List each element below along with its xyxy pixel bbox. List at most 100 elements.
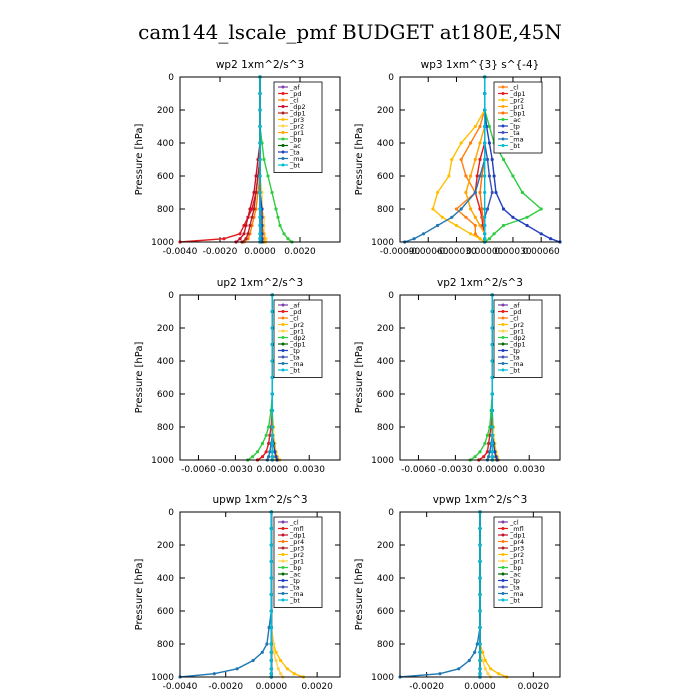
y-tick-label: 1000 [151,673,174,683]
y-axis-label: Pressure [hPa] [134,559,145,631]
panel-title: wp3 1xm^{3} s^{-4} [421,59,540,71]
data-point [478,450,482,454]
panel-6: vpwp 1xm^2/s^3 Pressure [hPa] 0 200 400 600 80… [354,494,561,692]
data-point [490,157,494,162]
data-point [478,157,482,162]
data-point [258,223,262,228]
data-point [539,207,543,211]
y-tick-label: 600 [157,172,174,182]
panel-3: up2 1xm^2/s^3 Pressure [hPa] 0 200 400 600 800… [134,277,341,475]
data-point [485,157,490,162]
data-point [501,207,506,211]
plot-frame [179,511,341,678]
data-point [246,232,250,236]
legend-label: _dp2 [289,334,306,342]
data-point [274,658,278,663]
legend-marker [281,144,285,147]
data-point [447,174,451,178]
legend-marker [501,579,505,582]
legend-marker [281,111,285,115]
data-point [490,455,494,459]
data-point [481,658,485,663]
legend-label: _pr4 [289,538,304,546]
legend: _af_pd_cl_pr2_pr1_dp2_dp1_tp_ta_ma_bt [273,299,323,378]
data-point [473,190,477,195]
data-point [459,157,463,162]
legend-label: _bt [289,366,300,374]
data-point [490,375,494,380]
data-point [487,141,491,145]
legend-marker [281,310,285,313]
data-point [464,215,468,219]
legend-marker [501,329,505,333]
legend-label: _bt [509,366,520,374]
legend-marker [501,336,505,339]
data-point [431,207,435,211]
data-point [478,592,482,597]
data-point [459,207,463,211]
legend-label: _pr1 [509,557,524,565]
legend-marker [501,316,505,320]
legend: _af_pd_cl_pr2_pr1_dp2_dp1_tp_ta_ma_bt [493,299,543,378]
legend-label: _ma [289,155,304,163]
data-point [258,141,262,145]
y-tick-label: 600 [157,607,174,617]
plot-frame [399,294,561,461]
legend-marker [501,368,505,372]
data-point [478,658,482,663]
legend-marker [281,323,285,326]
data-point [252,207,256,211]
legend-marker [501,572,505,576]
data-point [511,174,515,178]
panel-title: upwp 1xm^2/s^3 [213,494,308,506]
y-tick-label: 400 [157,139,174,149]
x-tick-label: 0.0000 [256,682,288,692]
legend-label: _dp1 [289,109,306,117]
data-point [473,232,477,236]
data-point [478,642,482,646]
y-tick-label: 600 [377,390,394,400]
legend-marker [281,316,285,320]
legend-marker [501,566,505,569]
legend-label: _bp [289,135,302,143]
data-point [490,190,494,195]
y-axis-label: Pressure [hPa] [354,559,365,631]
legend-marker [281,520,285,524]
legend-label: _pr1 [289,557,304,565]
series-line-ma [404,77,486,243]
y-tick-label: 200 [377,106,394,116]
data-point [270,455,274,459]
y-tick-label: 400 [377,357,394,367]
data-point [492,232,496,236]
legend-label: _pd [289,90,302,98]
data-point [258,237,262,241]
data-point [478,237,482,241]
data-point [270,433,274,437]
data-point [487,237,491,241]
data-point [251,658,255,663]
data-point [501,223,506,228]
data-point [235,667,239,671]
data-point [489,667,493,671]
data-point [244,223,248,228]
data-point [260,650,264,654]
series-line-pr2 [432,77,486,243]
legend-marker [501,303,505,307]
legend-label: _ta [289,353,300,361]
legend-marker [281,546,285,550]
legend-marker [501,520,505,524]
data-point [436,223,440,228]
data-point [490,392,494,396]
legend-marker [281,592,285,595]
data-point [269,609,273,613]
legend-label: _pr1 [289,327,304,335]
data-point [270,441,274,446]
x-tick-label: 0.0000 [464,682,496,692]
legend: _af_pd_cl_dp2_dp1_pr3_pr2_pr1_bp_ac_ta_m… [273,81,323,173]
data-point [487,124,491,129]
data-point [440,215,444,219]
y-axis-label: Pressure [hPa] [354,342,365,414]
data-point [222,237,226,241]
legend-label: _cl [289,314,299,322]
data-point [490,359,494,363]
